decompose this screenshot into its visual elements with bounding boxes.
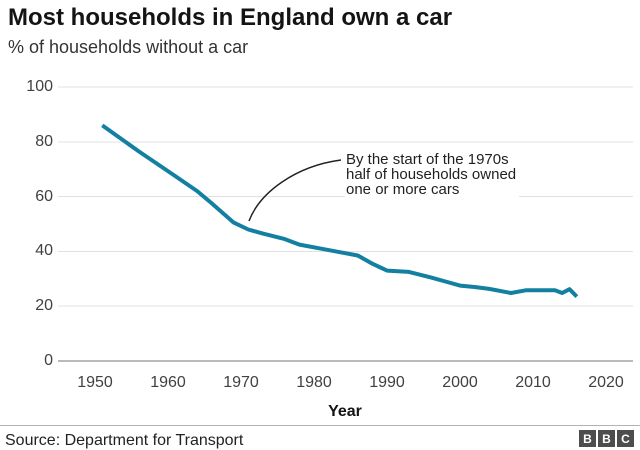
y-tick-label: 80 — [35, 132, 53, 150]
annotation-text: By the start of the 1970s half of househ… — [345, 151, 520, 199]
annotation-arrow — [248, 159, 342, 222]
source-text: Source: Department for Transport — [5, 432, 244, 449]
bbc-logo-letter: B — [579, 430, 596, 447]
data-line-households-without-car — [101, 123, 579, 299]
y-tick-label: 0 — [44, 352, 53, 369]
x-tick-label: 1970 — [223, 374, 259, 391]
bbc-logo-letter: B — [598, 430, 615, 447]
x-tick-label: 2000 — [442, 374, 478, 391]
y-tick-label: 100 — [26, 78, 53, 95]
annotation-line-3: one or more cars — [346, 181, 460, 198]
y-tick-label: 40 — [35, 242, 53, 260]
bbc-logo: B B C — [579, 430, 634, 447]
y-tick-label: 20 — [35, 297, 53, 315]
gridlines — [58, 86, 633, 362]
x-tick-label: 1950 — [77, 374, 113, 391]
x-tick-label: 1980 — [296, 374, 332, 391]
x-tick-label: 2010 — [515, 374, 551, 391]
annotation-line-2: half of households owned — [346, 166, 517, 183]
chart-subtitle: % of households without a car — [8, 37, 249, 57]
chart-title: Most households in England own a car — [8, 4, 453, 31]
annotation-line-1: By the start of the 1970s — [346, 151, 509, 168]
x-tick-label: 1990 — [369, 374, 405, 391]
footer-divider — [0, 425, 640, 426]
x-axis-title: Year — [328, 403, 362, 420]
bbc-logo-letter: C — [617, 430, 634, 447]
x-tick-label: 2020 — [588, 374, 624, 391]
y-tick-label: 60 — [35, 187, 53, 205]
x-tick-label: 1960 — [150, 374, 186, 391]
